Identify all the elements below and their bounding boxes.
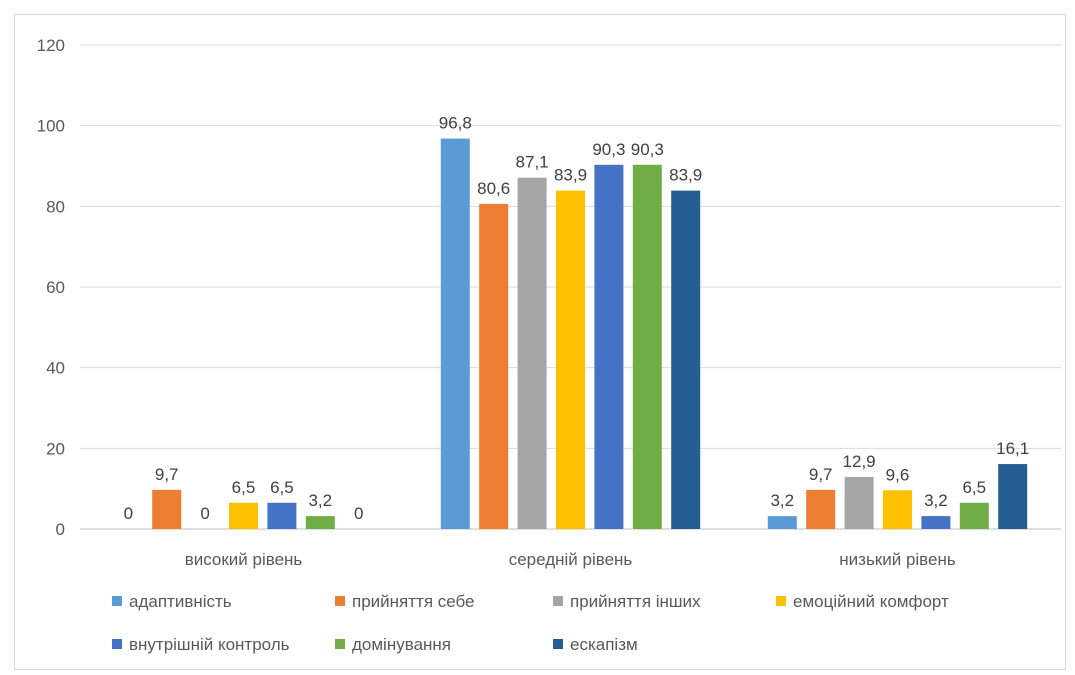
- bar: [883, 490, 912, 529]
- data-label: 90,3: [631, 140, 664, 159]
- bar: [229, 502, 258, 529]
- data-label: 12,9: [843, 452, 876, 471]
- legend-swatch: [335, 639, 345, 649]
- legend-swatch: [335, 596, 345, 606]
- y-tick-label: 20: [46, 439, 65, 458]
- bar: [440, 138, 470, 529]
- legend-swatch: [553, 639, 563, 649]
- bar: [921, 516, 951, 529]
- bar: [479, 203, 509, 529]
- legend-label: домінування: [352, 635, 451, 654]
- bar: [767, 516, 797, 529]
- data-label: 9,7: [809, 465, 833, 484]
- bar: [671, 190, 701, 529]
- y-tick-label: 40: [46, 359, 65, 378]
- legend-item: адаптивність: [112, 592, 232, 611]
- bar: [267, 502, 297, 529]
- legend-swatch: [112, 639, 122, 649]
- data-label: 3,2: [770, 491, 794, 510]
- y-tick-label: 80: [46, 197, 65, 216]
- legend-item: внутрішній контроль: [112, 635, 290, 654]
- legend-label: емоційний комфорт: [793, 592, 949, 611]
- data-label: 6,5: [232, 478, 256, 497]
- data-labels: 0 9,7 0 6,5 6,5 3,2 0 96,8 80,6 87,1 83,9 90,3 90,3 8…: [124, 114, 1030, 523]
- data-label: 0: [124, 504, 133, 523]
- bar: [959, 502, 989, 529]
- legend-label: ескапізм: [570, 635, 638, 654]
- chart-frame: 0 20 40 60 80 100 120 0 9,7 0 6,5 6,5 3,2 0 96,8 80,6 8…: [14, 14, 1066, 670]
- legend-label: прийняття інших: [570, 592, 701, 611]
- legend-item: прийняття інших: [553, 592, 701, 611]
- bar-chart: 0 20 40 60 80 100 120 0 9,7 0 6,5 6,5 3,2 0 96,8 80,6 8…: [37, 36, 1061, 654]
- data-label: 9,7: [155, 465, 179, 484]
- data-label: 83,9: [669, 166, 702, 185]
- legend-swatch: [553, 596, 563, 606]
- y-tick-label: 120: [37, 36, 65, 55]
- data-label: 16,1: [996, 439, 1029, 458]
- y-tick-label: 100: [37, 117, 65, 136]
- data-label: 6,5: [962, 478, 986, 497]
- category-label: середній рівень: [509, 550, 633, 569]
- legend-label: внутрішній контроль: [129, 635, 290, 654]
- data-label: 87,1: [516, 153, 549, 172]
- bars: [152, 138, 1028, 530]
- data-label: 3,2: [308, 491, 332, 510]
- bar: [305, 516, 335, 529]
- bar: [806, 489, 836, 529]
- y-tick-label: 60: [46, 278, 65, 297]
- bar: [556, 190, 585, 529]
- legend-label: адаптивність: [129, 592, 232, 611]
- y-tick-label: 0: [56, 520, 65, 539]
- y-axis-ticks: 0 20 40 60 80 100 120: [37, 36, 65, 539]
- data-label: 80,6: [477, 179, 510, 198]
- legend-item: ескапізм: [553, 635, 638, 654]
- legend-item: прийняття себе: [335, 592, 475, 611]
- category-label: низький рівень: [839, 550, 956, 569]
- x-axis-categories: високий рівень середній рівень низький рів…: [185, 550, 956, 569]
- data-label: 9,6: [886, 465, 910, 484]
- bar: [594, 164, 624, 530]
- legend: адаптивність прийняття себе прийняття інши…: [112, 592, 949, 654]
- legend-swatch: [776, 596, 786, 606]
- bar: [844, 476, 874, 529]
- data-label: 0: [200, 504, 209, 523]
- legend-item: домінування: [335, 635, 451, 654]
- bar: [152, 489, 182, 529]
- data-label: 96,8: [439, 114, 472, 133]
- legend-item: емоційний комфорт: [776, 592, 949, 611]
- bar: [998, 464, 1028, 529]
- data-label: 3,2: [924, 491, 948, 510]
- data-label: 83,9: [554, 166, 587, 185]
- category-label: високий рівень: [185, 550, 303, 569]
- legend-swatch: [112, 596, 122, 606]
- bar: [632, 164, 662, 530]
- data-label: 6,5: [270, 478, 294, 497]
- bar: [517, 177, 547, 530]
- data-label: 0: [354, 504, 363, 523]
- data-label: 90,3: [592, 140, 625, 159]
- legend-label: прийняття себе: [352, 592, 475, 611]
